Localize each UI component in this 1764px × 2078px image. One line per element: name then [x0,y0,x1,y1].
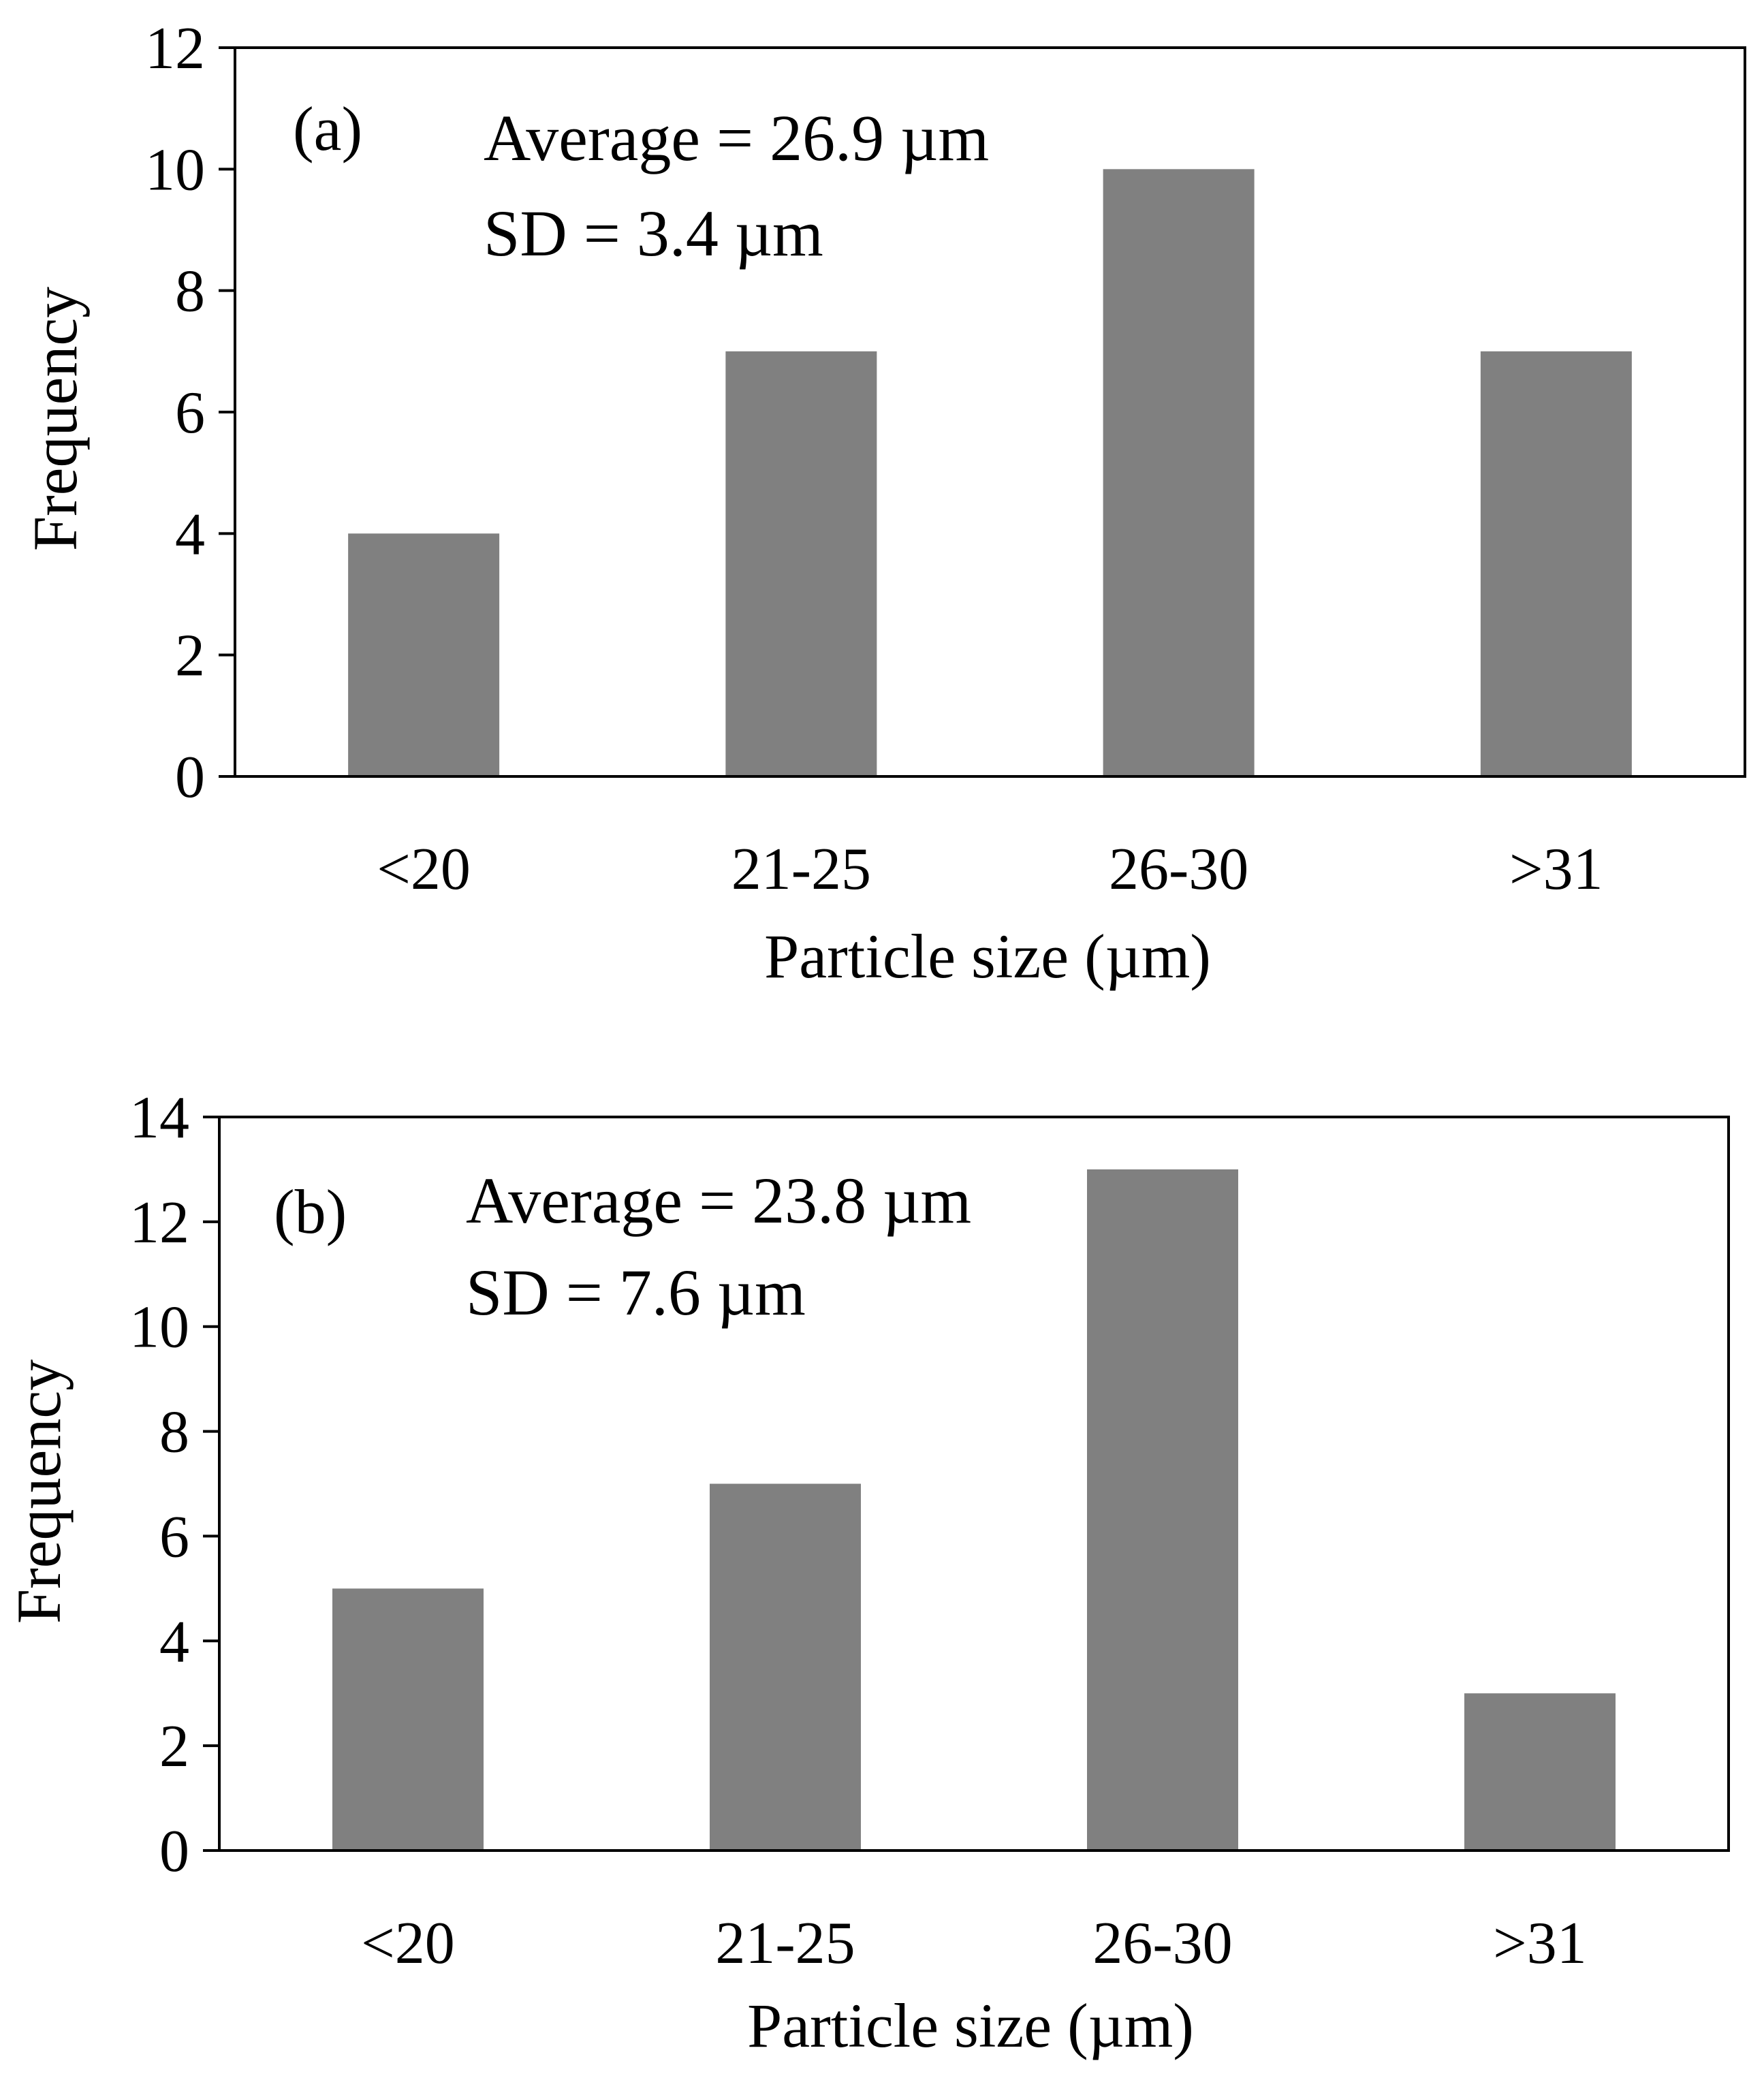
x-tick-label: 26-30 [1109,836,1248,902]
y-tick-label: 8 [175,259,205,325]
y-tick-label: 0 [159,1819,189,1885]
x-axis-title: Particle size (µm) [747,1991,1194,2060]
y-tick-label: 10 [129,1295,189,1361]
y-tick-label: 10 [145,137,205,203]
y-tick-label: 12 [145,16,205,82]
x-tick-label: <20 [377,836,471,902]
x-tick-label: 21-25 [731,836,871,902]
chart-panel-b: (b) Average = 23.8 µm SD = 7.6 µm Partic… [4,1085,1730,2060]
bar [1464,1693,1616,1851]
sd-annotation: SD = 7.6 µm [466,1256,806,1329]
bar [710,1483,861,1851]
y-tick-label: 12 [129,1190,189,1256]
x-tick-label: 21-25 [715,1910,855,1977]
sd-annotation: SD = 3.4 µm [484,197,823,270]
y-axis-title: Frequency [4,1359,74,1624]
y-axis-title: Frequency [20,287,90,551]
bar [332,1588,484,1851]
bar [1480,351,1632,776]
chart-panel-a: (a) Average = 26.9 µm SD = 3.4 µm Partic… [20,16,1746,991]
y-tick-label: 14 [129,1085,189,1151]
x-axis-title: Particle size (µm) [764,922,1211,991]
bar [1103,169,1255,777]
plot-frame [218,1116,1730,1852]
average-annotation: Average = 23.8 µm [466,1164,971,1237]
x-tick-label: <20 [361,1910,455,1977]
y-tick-label: 2 [159,1714,189,1780]
y-tick-label: 6 [175,380,205,446]
y-tick-label: 4 [175,501,205,567]
bar [725,351,877,776]
panel-label: (a) [293,94,362,163]
y-tick-label: 4 [159,1609,189,1675]
y-tick-label: 2 [175,623,205,689]
panel-label: (b) [274,1177,347,1246]
y-tick-label: 6 [159,1504,189,1570]
bar [1087,1169,1238,1851]
bar [348,533,500,776]
x-tick-label: >31 [1509,836,1603,902]
y-tick-label: 0 [175,744,205,810]
average-annotation: Average = 26.9 µm [484,101,989,174]
y-tick-label: 8 [159,1400,189,1466]
x-tick-label: 26-30 [1092,1910,1232,1977]
x-tick-label: >31 [1493,1910,1587,1977]
